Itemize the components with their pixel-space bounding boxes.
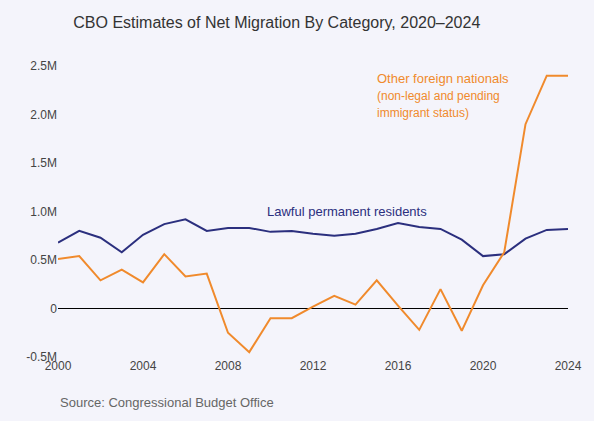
svg-text:2008: 2008: [215, 359, 242, 373]
svg-text:2.5M: 2.5M: [30, 59, 57, 73]
svg-text:CBO Estimates of Net Migration: CBO Estimates of Net Migration By Catego…: [73, 14, 480, 31]
svg-text:1.5M: 1.5M: [30, 156, 57, 170]
svg-text:-0.5M: -0.5M: [26, 350, 57, 364]
svg-text:0: 0: [50, 302, 57, 316]
svg-text:2012: 2012: [300, 359, 327, 373]
svg-text:Lawful permanent residents: Lawful permanent residents: [267, 204, 427, 219]
svg-text:Source: Congressional Budget O: Source: Congressional Budget Office: [60, 395, 274, 410]
svg-text:2024: 2024: [555, 359, 582, 373]
svg-text:2000: 2000: [45, 359, 72, 373]
svg-text:2020: 2020: [470, 359, 497, 373]
svg-text:Other foreign nationals(non-le: Other foreign nationals(non-legal and pe…: [377, 71, 509, 120]
svg-text:0.5M: 0.5M: [30, 253, 57, 267]
svg-text:2.0M: 2.0M: [30, 108, 57, 122]
svg-text:2004: 2004: [130, 359, 157, 373]
svg-text:1.0M: 1.0M: [30, 205, 57, 219]
svg-text:2016: 2016: [385, 359, 412, 373]
